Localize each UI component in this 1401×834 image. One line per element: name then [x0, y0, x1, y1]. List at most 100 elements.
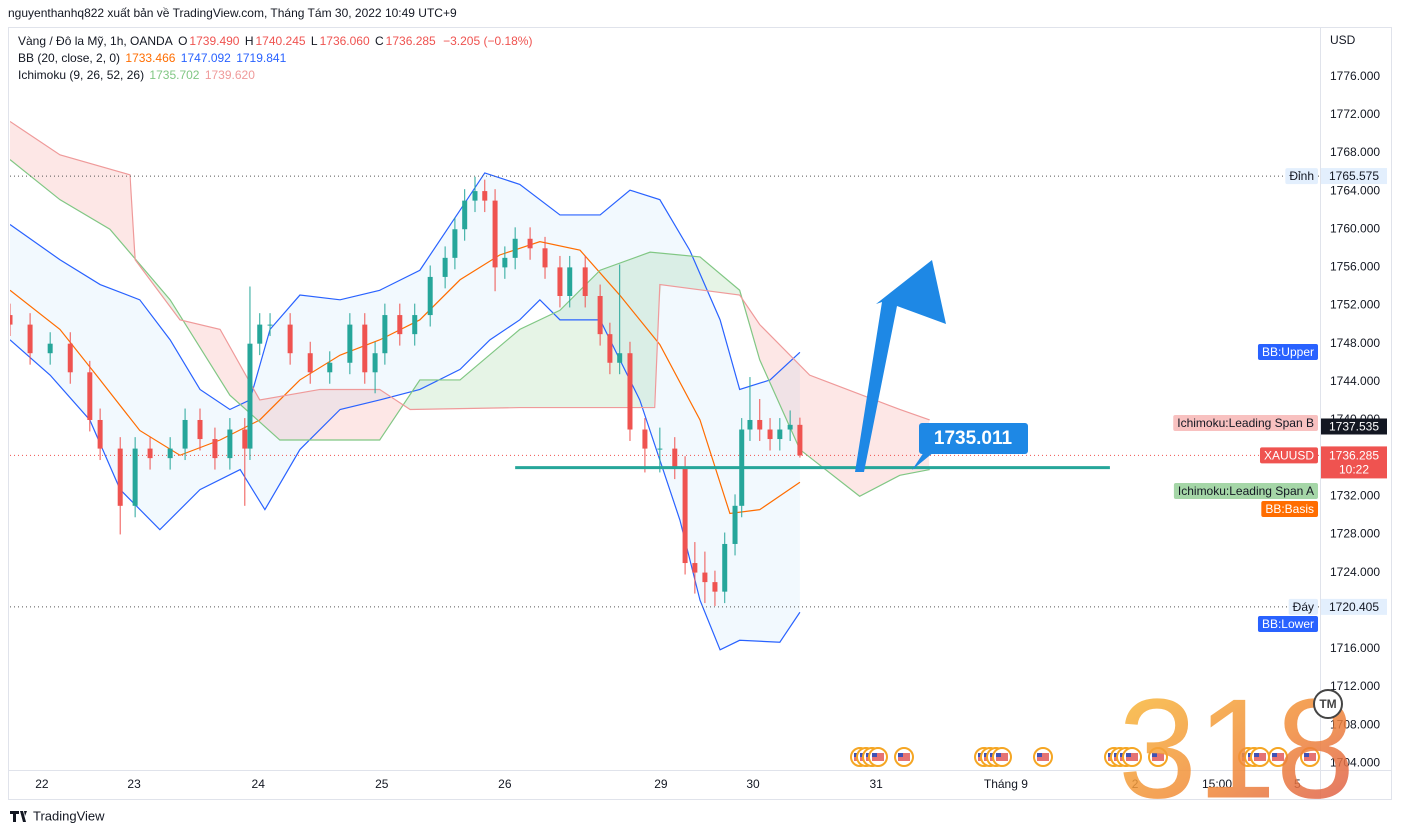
x-tick-label: 23 — [127, 777, 141, 791]
ohlc-key: C — [375, 34, 384, 48]
flag-stripes — [1272, 753, 1284, 761]
candle-body — [747, 419, 753, 430]
flag-stripes — [872, 753, 884, 761]
candle-body — [257, 324, 263, 344]
candle-body — [702, 572, 708, 583]
ohlc-key: H — [244, 34, 254, 48]
level-label-text: Đáy — [1293, 600, 1314, 614]
series-label-text: BB:Basis — [1265, 502, 1314, 516]
candle-body — [542, 248, 548, 268]
candle-body — [27, 324, 33, 354]
change: −3.205 (−0.18%) — [443, 34, 533, 48]
x-tick-label: 26 — [498, 777, 512, 791]
candle-body — [307, 353, 313, 373]
ohlc-key: L — [310, 34, 318, 48]
last-price: 1736.285 — [1329, 449, 1379, 463]
candle-body — [117, 448, 123, 506]
series-line — [10, 241, 801, 515]
level-value: 1720.405 — [1321, 598, 1387, 615]
series-label-text: Ichimoku:Leading Span A — [1178, 484, 1314, 498]
callout-text: 1735.011 — [934, 428, 1013, 449]
candle-body — [347, 324, 353, 363]
ichimoku-value: 1735.702 — [149, 68, 200, 82]
bb-fill — [10, 172, 800, 650]
event-flag — [894, 747, 914, 767]
x-tick-label: Tháng 9 — [984, 777, 1028, 791]
series-line — [10, 298, 801, 651]
arrow — [855, 260, 946, 472]
axes: 1704.0001708.0001712.0001716.0001720.000… — [35, 69, 1380, 791]
y-tick-label: 1732.000 — [1330, 488, 1380, 502]
flag-canton — [1254, 753, 1259, 757]
scale-marker-text: 1737.535 — [1329, 420, 1379, 434]
bb-label: BB (20, close, 2, 0) — [18, 51, 121, 65]
candle-body — [797, 424, 803, 456]
x-tick-label: 31 — [869, 777, 883, 791]
level-value-text: 1765.575 — [1329, 169, 1379, 183]
candle-body — [512, 238, 518, 258]
level-label-text: Đỉnh — [1289, 169, 1314, 183]
series-line — [10, 120, 930, 421]
chart-frame — [8, 27, 1392, 800]
series-label: BB:Upper — [1257, 344, 1318, 360]
event-flags — [850, 747, 1320, 767]
trademark: TM — [1319, 697, 1336, 711]
ichimoku-values: 1735.702 1739.620 — [149, 68, 256, 82]
bb-value: 1733.466 — [125, 51, 176, 65]
candle-body — [67, 343, 73, 373]
candle-body — [482, 191, 488, 201]
y-tick-label: 1764.000 — [1330, 183, 1380, 197]
candle-body — [472, 191, 478, 201]
y-tick-label: 1760.000 — [1330, 221, 1380, 235]
flag-stripes — [1304, 753, 1316, 761]
y-tick-label: 1752.000 — [1330, 298, 1380, 312]
flag-stripes — [996, 753, 1008, 761]
ichimoku-cloud — [10, 121, 137, 262]
flag-stripes — [1254, 753, 1266, 761]
y-tick-label: 1708.000 — [1330, 717, 1380, 731]
candle-body — [582, 267, 588, 296]
y-tick-label: 1724.000 — [1330, 565, 1380, 579]
flag-canton — [1037, 753, 1042, 757]
candle-body — [97, 419, 103, 449]
series-label: BB:Lower — [1257, 616, 1318, 632]
candle-body — [212, 439, 218, 459]
price-tags: BB:Upper BB:Basis BB:Lower Ichimoku:Leading… — [1173, 168, 1387, 632]
axis-unit: USD — [1330, 33, 1356, 47]
scale-marker: 1737.535 — [1321, 418, 1387, 435]
y-tick-label: 1728.000 — [1330, 527, 1380, 541]
ichimoku-cloud — [185, 321, 404, 441]
x-tick-label: 5 — [1294, 777, 1301, 791]
ichimoku-value: 1739.620 — [204, 68, 255, 82]
flag-stripes — [1037, 753, 1049, 761]
candle-body — [732, 505, 738, 544]
level-label: Đỉnh — [1285, 168, 1318, 185]
x-tick-label: 22 — [35, 777, 49, 791]
candle-body — [442, 257, 448, 277]
candle-body — [372, 353, 378, 373]
legend-row: BB (20, close, 2, 0) 1733.466 1747.092 1… — [18, 50, 534, 67]
candle-body — [462, 200, 468, 230]
scale-marker-box — [1321, 418, 1387, 435]
symbol-tag: XAUUSD — [1259, 447, 1318, 464]
ichimoku-cloud — [743, 301, 930, 497]
ichimoku-cloud — [403, 252, 744, 410]
symbol: Vàng / Đô la Mỹ, 1h, OANDA — [18, 34, 173, 48]
level-label: Đáy — [1288, 598, 1318, 615]
flag-canton — [872, 753, 877, 757]
flag-stripes — [1126, 753, 1138, 761]
candle-body — [47, 343, 53, 354]
flag-canton — [1272, 753, 1277, 757]
candle-body — [382, 315, 388, 354]
flag-canton — [996, 753, 1001, 757]
event-flag — [992, 747, 1012, 767]
candle-body — [427, 276, 433, 316]
ohlc-value: 1736.060 — [319, 34, 370, 48]
level-label-box — [1285, 168, 1318, 185]
level-value: 1765.575 — [1321, 168, 1387, 185]
ichimoku-cloud — [136, 260, 186, 324]
candle-body — [197, 419, 203, 440]
candle-body — [642, 429, 648, 449]
candle-body — [147, 448, 153, 459]
